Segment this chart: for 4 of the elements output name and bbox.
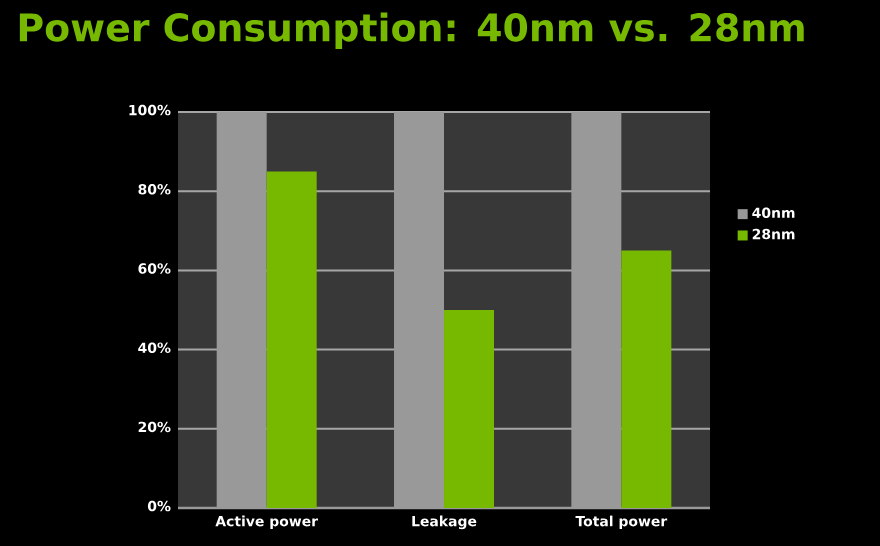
bar [621, 250, 672, 508]
bar [444, 310, 495, 508]
bar [266, 171, 317, 508]
chart-title: Power Consumption: 40nm vs. 28nm [19, 12, 804, 50]
